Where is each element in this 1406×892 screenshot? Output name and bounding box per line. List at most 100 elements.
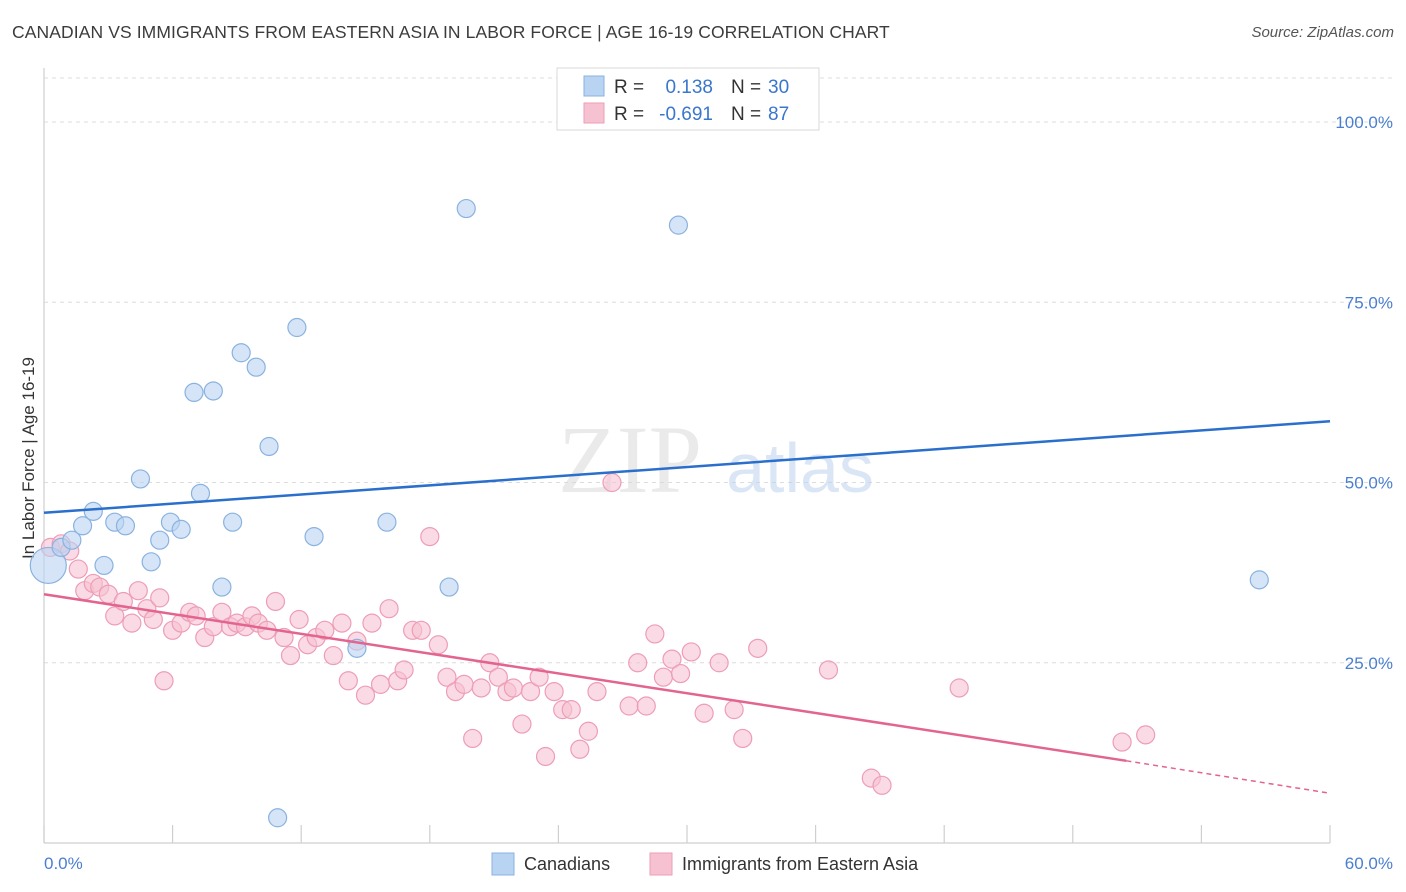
point-canadians [259, 436, 279, 457]
point-immigrants [280, 645, 301, 666]
x-tick-label-max: 60.0% [1345, 854, 1393, 873]
y-tick-label: 25.0% [1345, 654, 1393, 673]
point-immigrants [428, 635, 448, 655]
point-immigrants [463, 728, 483, 749]
point-immigrants [265, 591, 286, 612]
point-immigrants [709, 653, 729, 673]
point-canadians [456, 198, 476, 219]
top-legend: R = 0.138 N = 30 R = -0.691 N = 87 [556, 67, 820, 131]
point-immigrants [681, 642, 701, 662]
point-immigrants [645, 624, 665, 644]
point-immigrants [437, 667, 457, 687]
y-tick-labels: 25.0% 50.0% 75.0% 100.0% [1335, 113, 1393, 673]
point-immigrants [503, 678, 523, 698]
axes [43, 68, 1331, 844]
watermark: ZIP atlas [558, 406, 874, 513]
point-canadians [150, 530, 170, 550]
point-immigrants [488, 667, 508, 687]
trend-line-immigrants-extension [1126, 760, 1331, 794]
point-immigrants [154, 671, 174, 691]
bottom-legend-label-canadians: Canadians [524, 854, 610, 874]
point-immigrants [602, 472, 622, 493]
point-immigrants [332, 613, 352, 633]
point-canadians [203, 381, 223, 401]
point-immigrants [748, 638, 768, 658]
series-immigrants-points [40, 472, 1156, 795]
point-immigrants [949, 678, 969, 698]
point-immigrants [471, 678, 491, 698]
point-immigrants [694, 703, 714, 723]
point-immigrants [662, 649, 682, 669]
point-immigrants [379, 599, 399, 619]
point-immigrants [1136, 725, 1156, 745]
point-canadians [287, 317, 307, 338]
y-axis-label: In Labor Force | Age 16-19 [19, 357, 38, 559]
legend-swatch-immigrants [583, 102, 605, 124]
legend-r-label: R = [614, 104, 644, 125]
point-immigrants [619, 696, 639, 716]
bottom-legend: Canadians Immigrants from Eastern Asia [491, 852, 919, 876]
legend-n-label: N = [731, 104, 761, 125]
legend-r-value: 0.138 [665, 77, 713, 98]
point-canadians [72, 516, 93, 536]
legend-n-value: 87 [768, 104, 789, 125]
point-immigrants [529, 667, 549, 687]
point-immigrants [150, 588, 170, 608]
point-immigrants [670, 663, 691, 684]
series-canadians-points [29, 198, 1269, 828]
point-immigrants [578, 721, 599, 741]
legend-n-label: N = [731, 77, 761, 98]
point-immigrants [818, 660, 839, 680]
point-canadians [246, 357, 266, 377]
point-canadians [171, 519, 191, 539]
point-canadians [130, 469, 151, 489]
point-canadians [304, 526, 324, 547]
point-canadians [83, 501, 103, 521]
point-canadians [190, 483, 211, 503]
point-immigrants [105, 606, 125, 626]
watermark-atlas: atlas [726, 429, 874, 507]
point-immigrants [653, 667, 674, 687]
point-immigrants [636, 696, 656, 716]
watermark-zip: ZIP [558, 406, 702, 513]
point-immigrants [289, 609, 309, 630]
bottom-legend-label-immigrants: Immigrants from Eastern Asia [682, 854, 919, 874]
legend-swatch-canadians [583, 75, 605, 97]
point-canadians [212, 577, 232, 597]
point-immigrants [454, 674, 474, 694]
point-immigrants [68, 559, 88, 579]
point-immigrants [1112, 732, 1132, 752]
point-immigrants [315, 620, 335, 640]
point-canadians [184, 382, 204, 403]
y-tick-label: 50.0% [1345, 474, 1393, 493]
point-canadians [62, 530, 82, 550]
x-tick-label-min: 0.0% [44, 854, 83, 873]
point-immigrants [587, 681, 607, 702]
legend-n-value: 30 [768, 77, 789, 98]
point-canadians [377, 512, 397, 532]
point-immigrants [520, 681, 541, 702]
bottom-legend-swatch-canadians [491, 852, 515, 876]
point-immigrants [420, 526, 440, 547]
trend-line-immigrants [43, 593, 1127, 763]
point-immigrants [355, 685, 376, 705]
point-immigrants [724, 700, 744, 720]
point-immigrants [362, 613, 382, 633]
point-immigrants [394, 660, 414, 680]
point-immigrants [323, 645, 343, 666]
point-immigrants [544, 681, 564, 702]
point-immigrants [733, 728, 753, 749]
trend-line-canadians [43, 419, 1331, 515]
point-canadians [94, 555, 114, 576]
trend-lines [43, 419, 1331, 794]
point-immigrants [872, 775, 892, 795]
y-tick-label: 100.0% [1335, 113, 1393, 132]
point-canadians [668, 215, 689, 235]
bottom-legend-swatch-immigrants [649, 852, 673, 876]
point-canadians [268, 808, 288, 828]
point-canadians [141, 552, 161, 572]
point-immigrants [370, 674, 391, 694]
chart-title: CANADIAN VS IMMIGRANTS FROM EASTERN ASIA… [12, 22, 890, 42]
point-canadians [29, 546, 67, 585]
y-tick-label: 75.0% [1345, 293, 1393, 312]
